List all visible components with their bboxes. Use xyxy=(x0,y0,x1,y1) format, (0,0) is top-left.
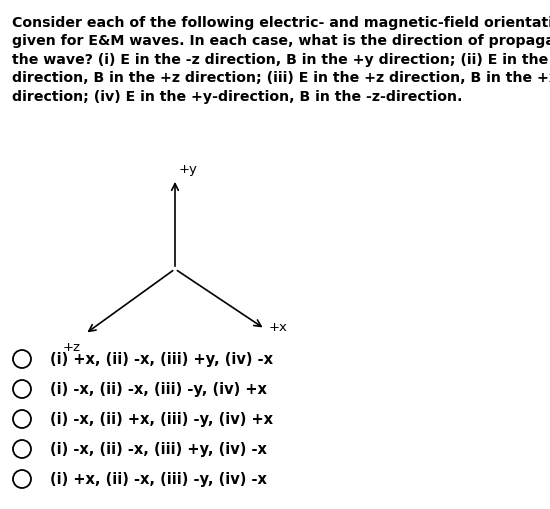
Text: +z: +z xyxy=(63,341,81,353)
Text: +y: +y xyxy=(179,163,198,176)
Text: direction; (iv) E in the +y-direction, B in the -z-direction.: direction; (iv) E in the +y-direction, B… xyxy=(12,90,463,104)
Text: given for E&M waves. In each case, what is the direction of propagation of: given for E&M waves. In each case, what … xyxy=(12,35,550,48)
Text: (i) +x, (ii) -x, (iii) -y, (iv) -x: (i) +x, (ii) -x, (iii) -y, (iv) -x xyxy=(50,471,267,487)
Text: (i) -x, (ii) -x, (iii) -y, (iv) +x: (i) -x, (ii) -x, (iii) -y, (iv) +x xyxy=(50,382,267,397)
Text: the wave? (i) E in the -z direction, B in the +y direction; (ii) E in the -y: the wave? (i) E in the -z direction, B i… xyxy=(12,53,550,67)
Text: (i) -x, (ii) +x, (iii) -y, (iv) +x: (i) -x, (ii) +x, (iii) -y, (iv) +x xyxy=(50,412,273,427)
Text: direction, B in the +z direction; (iii) E in the +z direction, B in the +x: direction, B in the +z direction; (iii) … xyxy=(12,71,550,86)
Text: (i) +x, (ii) -x, (iii) +y, (iv) -x: (i) +x, (ii) -x, (iii) +y, (iv) -x xyxy=(50,352,273,367)
Text: +x: +x xyxy=(269,321,288,334)
Text: (i) -x, (ii) -x, (iii) +y, (iv) -x: (i) -x, (ii) -x, (iii) +y, (iv) -x xyxy=(50,442,267,457)
Text: Consider each of the following electric- and magnetic-field orientations: Consider each of the following electric-… xyxy=(12,16,550,30)
